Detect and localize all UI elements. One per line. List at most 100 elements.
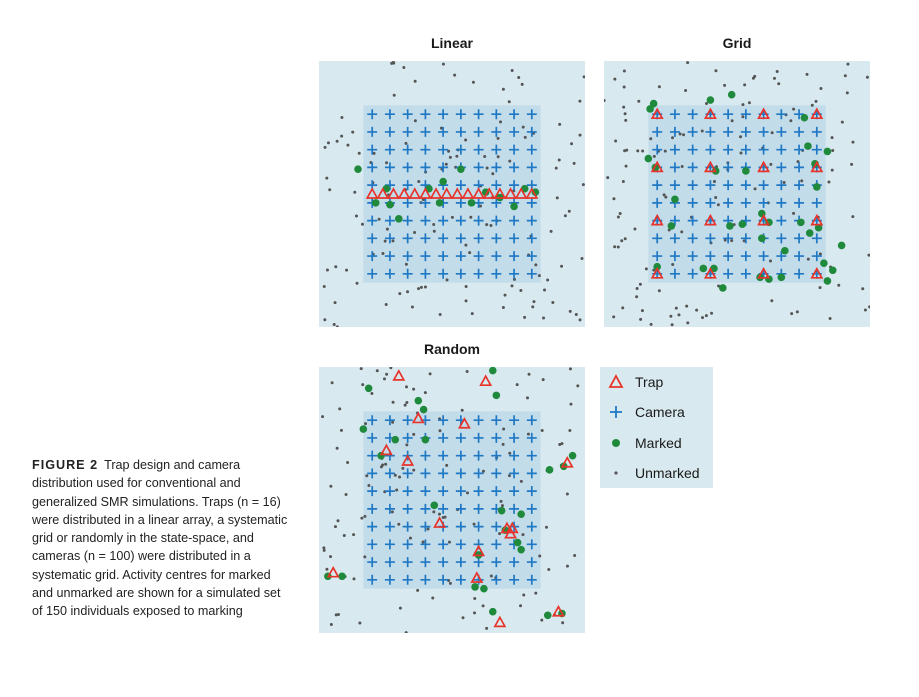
plus-icon (610, 406, 622, 418)
trap-point (440, 187, 454, 199)
unmarked-point (523, 135, 527, 139)
unmarked-point (828, 316, 832, 320)
marked-point (814, 223, 823, 232)
camera-point (438, 432, 449, 443)
unmarked-point (507, 100, 511, 104)
unmarked-point (471, 80, 475, 84)
unmarked-point (444, 162, 448, 166)
unmarked-point (712, 179, 716, 183)
trap-point (482, 187, 496, 199)
unmarked-point (519, 288, 523, 292)
unmarked-point (792, 107, 796, 111)
camera-point (526, 450, 537, 461)
unmarked-point (531, 305, 535, 309)
unmarked-point (714, 196, 718, 200)
camera-point (669, 233, 680, 244)
marked-point (439, 177, 447, 186)
camera-point (438, 468, 449, 479)
unmarked-point (395, 488, 399, 492)
unmarked-point (335, 139, 339, 143)
unmarked-point (576, 384, 580, 388)
trap-point (514, 187, 528, 199)
unmarked-point (700, 129, 704, 133)
unmarked-point (830, 136, 834, 140)
camera-point (420, 486, 431, 497)
unmarked-point (485, 223, 489, 227)
unmarked-point (390, 61, 394, 65)
camera-point (526, 197, 537, 208)
camera-point (509, 415, 520, 426)
unmarked-point (443, 515, 447, 519)
camera-point (740, 251, 751, 262)
camera-point (509, 503, 520, 514)
unmarked-point (805, 72, 809, 76)
camera-point (723, 109, 734, 120)
camera-point (491, 268, 502, 279)
trap-point (379, 443, 393, 456)
marked-point (781, 246, 789, 255)
camera-point (509, 432, 520, 443)
panel-title: Grid (722, 35, 752, 51)
camera-point (384, 557, 395, 568)
unmarked-point (623, 237, 627, 241)
unmarked-point (657, 289, 661, 293)
marked-point (492, 391, 501, 400)
unmarked-point (614, 139, 618, 143)
camera-point (402, 126, 413, 137)
camera-point (438, 251, 449, 262)
camera-point (367, 432, 378, 443)
unmarked-point (404, 262, 408, 266)
unmarked-point (372, 151, 376, 155)
unmarked-point (447, 540, 451, 544)
camera-point (455, 126, 466, 137)
unmarked-point (332, 323, 336, 327)
camera-point (687, 180, 698, 191)
unmarked-point (616, 215, 620, 219)
unmarked-point (622, 69, 626, 73)
camera-point (491, 233, 502, 244)
camera-point (526, 251, 537, 262)
unmarked-point (496, 136, 500, 140)
marked-point (797, 218, 805, 227)
unmarked-point (671, 136, 675, 140)
unmarked-point (560, 442, 564, 446)
marked-point (480, 584, 488, 593)
camera-point (491, 521, 502, 532)
unmarked-point (328, 188, 332, 192)
unmarked-point (519, 604, 523, 608)
camera-point (758, 180, 769, 191)
unmarked-point (770, 131, 774, 135)
unmarked-point (613, 245, 617, 249)
camera-point (705, 144, 716, 155)
unmarked-point (404, 631, 408, 633)
unmarked-point (392, 93, 396, 97)
unmarked-point (340, 134, 344, 138)
marked-point (758, 234, 766, 243)
unmarked-point (346, 460, 350, 464)
unmarked-point (485, 166, 489, 170)
unmarked-point (678, 132, 682, 136)
camera-point (384, 268, 395, 279)
unmarked-point (384, 462, 388, 466)
unmarked-point (432, 229, 436, 233)
unmarked-point (360, 222, 364, 226)
camera-point (669, 144, 680, 155)
camera-point (384, 144, 395, 155)
camera-point (438, 503, 449, 514)
camera-point (811, 144, 822, 155)
camera-point (420, 268, 431, 279)
camera-point (526, 162, 537, 173)
unmarked-point (413, 119, 417, 123)
unmarked-point (333, 525, 337, 529)
marked-point (457, 165, 465, 173)
camera-point (669, 251, 680, 262)
marked-point (804, 142, 812, 150)
camera-area (363, 105, 541, 283)
unmarked-point (523, 315, 527, 319)
unmarked-point (363, 555, 367, 559)
unmarked-point (569, 402, 573, 406)
unmarked-point (445, 463, 449, 467)
camera-point (794, 268, 805, 279)
unmarked-point (674, 306, 678, 310)
camera-point (687, 126, 698, 137)
